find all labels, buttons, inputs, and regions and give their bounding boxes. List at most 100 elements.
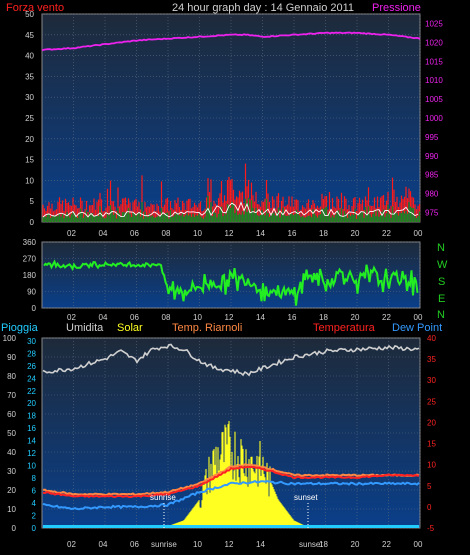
y-right-tick-label: 1000 (425, 114, 443, 123)
y-right-tick-label: 1020 (425, 38, 443, 47)
x-tick-label: 06 (130, 540, 139, 549)
y-rain-tick-label: 4 (32, 499, 37, 508)
y-right-tick-label: 990 (425, 152, 439, 161)
x-tick-label: 20 (351, 313, 360, 322)
y-percent-tick-label: 60 (7, 410, 16, 419)
x-tick-label: 10 (193, 313, 202, 322)
x-tick-label: 12 (225, 313, 234, 322)
x-tick-label: 18 (319, 313, 328, 322)
y-temp-tick-label: -5 (427, 524, 435, 533)
y-rain-tick-label: 24 (27, 374, 36, 383)
y-temp-tick-label: 10 (427, 461, 436, 470)
x-tick-label: 12 (225, 540, 234, 549)
y-left-tick-label: 45 (25, 31, 34, 40)
x-tick-label: 04 (99, 313, 108, 322)
x-tick-label: 06 (130, 313, 139, 322)
y-temp-tick-label: 40 (427, 334, 436, 343)
y-temp-tick-label: 20 (427, 418, 436, 427)
y-left-tick-label: 5 (30, 197, 35, 206)
y-left-tick-label: 20 (25, 135, 34, 144)
y-rain-tick-label: 18 (27, 412, 36, 421)
y-percent-tick-label: 40 (7, 448, 16, 457)
y-percent-tick-label: 10 (7, 505, 16, 514)
y-temp-tick-label: 15 (427, 440, 436, 449)
x-tick-label: 08 (162, 229, 171, 238)
y-right-tick-label: 1015 (425, 57, 443, 66)
y-rain-tick-label: 30 (27, 337, 36, 346)
y-rain-tick-label: 28 (27, 349, 36, 358)
x-tick-label: 04 (99, 229, 108, 238)
temperature-line (42, 465, 420, 499)
y-dir-tick-label: 180 (23, 271, 37, 280)
y-rain-tick-label: 16 (27, 424, 36, 433)
legend-dew-point: Dew Point (392, 322, 442, 334)
x-tick-label: 16 (288, 229, 297, 238)
y-dir-tick-label: 0 (32, 304, 37, 313)
y-rain-tick-label: 10 (27, 462, 36, 471)
y-temp-tick-label: 5 (427, 482, 432, 491)
y-left-tick-label: 0 (30, 218, 35, 227)
y-percent-tick-label: 90 (7, 353, 16, 362)
x-tick-label: 00 (414, 313, 423, 322)
x-tick-label: 10 (193, 229, 202, 238)
y-right-tick-label: 1005 (425, 95, 443, 104)
y-left-tick-label: 40 (25, 52, 34, 61)
wind-axis-label: Forza vento (6, 2, 64, 14)
legend-solar: Solar (117, 322, 143, 334)
y-left-tick-label: 35 (25, 72, 34, 81)
y-left-tick-label: 30 (25, 93, 34, 102)
rain-baseline (43, 525, 419, 528)
compass-s: S (438, 276, 445, 288)
y-temp-tick-label: 30 (427, 376, 436, 385)
x-tick-label: 10 (193, 540, 202, 549)
y-percent-tick-label: 50 (7, 429, 16, 438)
y-percent-tick-label: 70 (7, 391, 16, 400)
x-tick-label: 14 (256, 540, 265, 549)
y-rain-tick-label: 14 (27, 437, 36, 446)
y-right-tick-label: 1025 (425, 19, 443, 28)
y-left-tick-label: 10 (25, 176, 34, 185)
x-tick-label: 00 (414, 540, 423, 549)
y-dir-tick-label: 90 (27, 288, 36, 297)
y-rain-tick-label: 8 (32, 474, 37, 483)
x-tick-label: 02 (67, 540, 76, 549)
x-tick-label: 22 (382, 540, 391, 549)
dew-point-line (42, 479, 420, 511)
y-rain-tick-label: 0 (32, 524, 37, 533)
y-rain-tick-label: 20 (27, 399, 36, 408)
y-right-tick-label: 975 (425, 209, 439, 218)
x-tick-label: 12 (225, 229, 234, 238)
y-dir-tick-label: 360 (23, 238, 37, 247)
x-tick-label: 02 (67, 313, 76, 322)
pressure-axis-label: Pressione (372, 2, 421, 14)
x-tick-label: 20 (351, 229, 360, 238)
y-temp-tick-label: 35 (427, 355, 436, 364)
compass-e: E (438, 293, 445, 305)
y-left-tick-label: 50 (25, 10, 34, 19)
x-tick-label: 14 (256, 313, 265, 322)
y-percent-tick-label: 100 (3, 334, 17, 343)
x-tick-label: 04 (99, 540, 108, 549)
y-left-tick-label: 15 (25, 156, 34, 165)
wind-direction-line (43, 259, 419, 306)
legend-temperatura: Temperatura (313, 322, 376, 334)
x-tick-label: 18 (319, 540, 328, 549)
y-percent-tick-label: 0 (12, 524, 17, 533)
chart-title: 24 hour graph day : 14 Gennaio 2011 (172, 2, 354, 14)
y-temp-tick-label: 0 (427, 503, 432, 512)
x-tick-label: 08 (162, 313, 171, 322)
pressure-line (41, 31, 421, 52)
y-rain-tick-label: 6 (32, 487, 37, 496)
temp-riarnoli-line (42, 463, 420, 496)
y-left-tick-label: 25 (25, 114, 34, 123)
y-rain-tick-label: 26 (27, 362, 36, 371)
y-dir-tick-label: 270 (23, 255, 37, 264)
y-right-tick-label: 980 (425, 190, 439, 199)
chart-marks (41, 31, 421, 528)
x-tick-label: 22 (382, 313, 391, 322)
compass-n-bottom: N (437, 309, 445, 321)
x-tick-label: 20 (351, 540, 360, 549)
y-temp-tick-label: 25 (427, 397, 436, 406)
x-tick-label: 18 (319, 229, 328, 238)
